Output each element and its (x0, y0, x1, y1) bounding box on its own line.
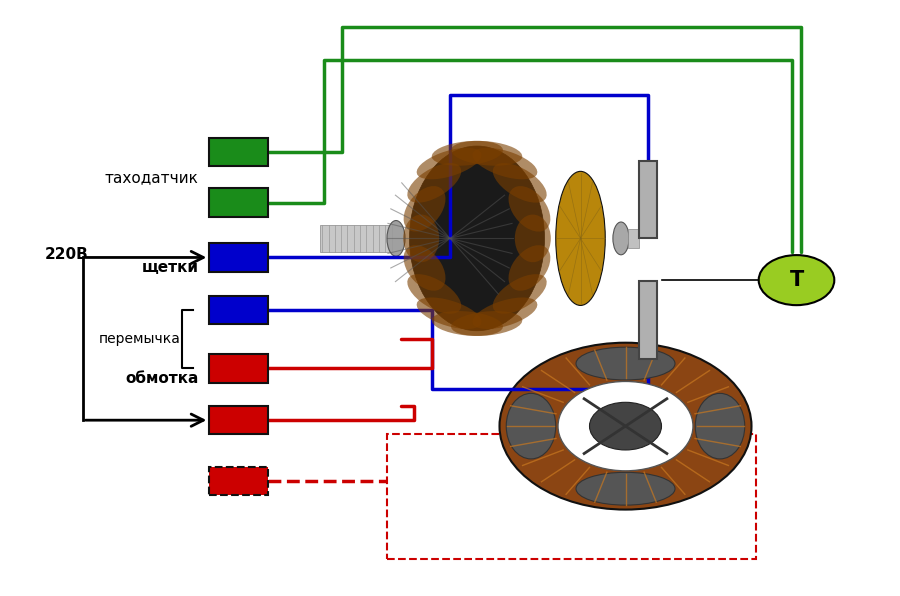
Ellipse shape (403, 215, 439, 262)
Ellipse shape (408, 274, 461, 313)
Bar (209, 296, 268, 324)
Ellipse shape (408, 163, 461, 203)
Ellipse shape (387, 221, 405, 256)
Bar (320, 225, 396, 252)
Circle shape (500, 343, 752, 510)
Ellipse shape (613, 222, 629, 255)
Ellipse shape (493, 163, 546, 203)
Bar (209, 354, 268, 383)
Ellipse shape (403, 186, 446, 232)
Circle shape (558, 381, 693, 471)
Ellipse shape (576, 347, 675, 380)
Ellipse shape (417, 297, 482, 329)
Ellipse shape (556, 172, 605, 306)
Bar (209, 467, 268, 495)
Ellipse shape (508, 186, 551, 232)
Ellipse shape (410, 146, 544, 331)
Bar (209, 188, 268, 217)
Ellipse shape (432, 141, 503, 166)
Bar (387, 434, 756, 559)
Ellipse shape (576, 472, 675, 505)
Text: таходатчик: таходатчик (104, 170, 198, 185)
Text: перемычка: перемычка (99, 332, 180, 346)
Text: щетки: щетки (141, 260, 198, 275)
Ellipse shape (472, 148, 537, 179)
Ellipse shape (472, 297, 537, 329)
Circle shape (590, 402, 662, 450)
Ellipse shape (451, 141, 522, 166)
Circle shape (759, 255, 834, 305)
Ellipse shape (403, 245, 446, 291)
Ellipse shape (695, 393, 745, 459)
Text: T: T (789, 270, 804, 290)
Bar (209, 406, 268, 434)
Bar (639, 161, 657, 238)
Ellipse shape (508, 245, 551, 291)
Ellipse shape (432, 311, 503, 336)
Bar (628, 229, 639, 248)
Text: 220В: 220В (45, 247, 89, 262)
Ellipse shape (417, 148, 482, 179)
Ellipse shape (493, 274, 546, 313)
Ellipse shape (506, 393, 556, 459)
Bar (320, 149, 634, 370)
Bar (400, 365, 742, 555)
Text: обмотка: обмотка (125, 371, 198, 386)
Ellipse shape (515, 215, 551, 262)
Bar (209, 138, 268, 166)
Bar (209, 243, 268, 272)
Ellipse shape (451, 311, 522, 336)
Bar (639, 281, 657, 359)
